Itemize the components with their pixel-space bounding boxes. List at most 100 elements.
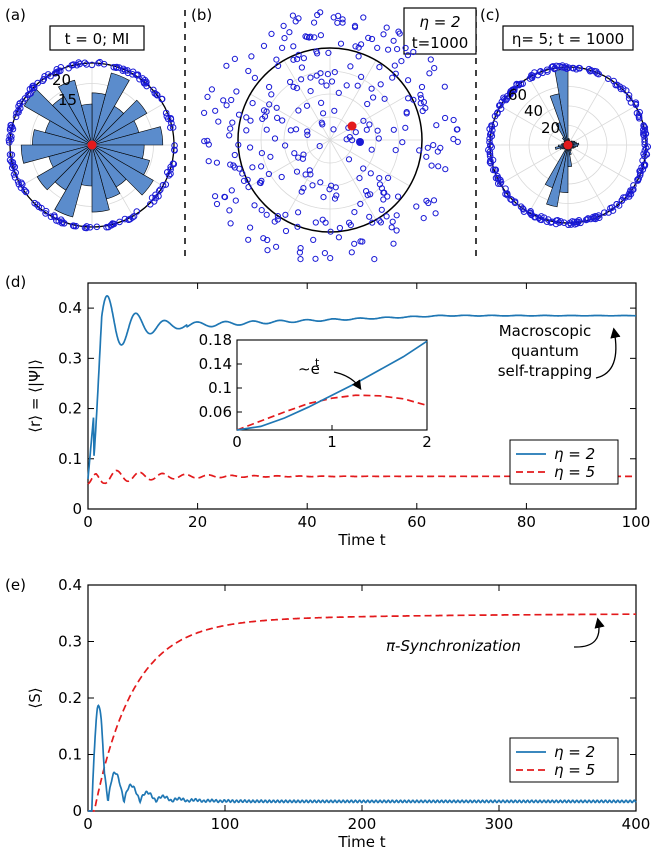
scatter-point (324, 71, 331, 78)
scatter-point (351, 209, 358, 216)
scatter-point (354, 82, 361, 89)
ring-point (151, 90, 159, 97)
scatter-point (267, 153, 274, 160)
scatter-point (273, 104, 280, 111)
scatter-point (239, 170, 246, 177)
scatter-point (393, 227, 400, 234)
ring-point (10, 171, 18, 178)
scatter-point (228, 187, 235, 194)
scatter-point (454, 138, 461, 145)
panel-a-label: (a) (5, 6, 26, 24)
polar-grid-spoke-7 (250, 139, 331, 187)
scatter-point (268, 91, 275, 98)
inset-xtick-label: 0 (232, 433, 242, 451)
scatter-point (282, 142, 289, 149)
ring-point (643, 150, 650, 158)
plot-e-ytick-label: 0.3 (58, 633, 82, 651)
plot-d-xtick-label: 40 (298, 513, 317, 531)
scatter-b (201, 9, 461, 263)
ring-point (494, 175, 502, 182)
scatter-point (384, 193, 391, 200)
panel-b-title-line2: t=1000 (412, 34, 469, 52)
scatter-point (335, 89, 342, 97)
scatter-point (289, 12, 296, 19)
ring-point (9, 125, 17, 133)
scatter-point (363, 188, 370, 195)
ring-point (625, 95, 633, 102)
scatter-point (229, 119, 236, 126)
ring-point (11, 174, 19, 181)
scatter-point (358, 73, 365, 81)
ring-point (500, 94, 507, 102)
scatter-point (293, 126, 300, 133)
scatter-point (205, 158, 212, 165)
scatter-point (385, 174, 392, 181)
ring-point (491, 120, 499, 128)
ring-point (640, 123, 648, 130)
scatter-point (317, 179, 324, 186)
ring-point (604, 75, 612, 82)
polar-grid-spoke-1 (567, 105, 636, 146)
ring-point (155, 187, 163, 195)
panel-b: (b) η = 2 t=1000 (191, 6, 477, 263)
ring-point (158, 95, 166, 103)
scatter-point (247, 144, 254, 151)
ring-point (72, 222, 80, 230)
scatter-point (227, 220, 234, 227)
scatter-point (364, 192, 371, 199)
inset-frame (236, 339, 428, 431)
scatter-point (323, 82, 330, 89)
inset-annotation: ∼e (298, 360, 320, 378)
scatter-point (330, 126, 337, 133)
scatter-point (296, 249, 303, 256)
scatter-point (399, 139, 406, 146)
scatter-point (205, 141, 212, 148)
plot-d-ytick-label: 0.1 (58, 450, 82, 468)
scatter-point (442, 166, 449, 173)
plot-d-annotation-line: quantum (511, 342, 579, 360)
plot-d-xlabel: Time t (337, 531, 385, 549)
scatter-point (331, 195, 339, 202)
ring-point (487, 157, 494, 165)
ring-point (11, 163, 19, 171)
scatter-point (345, 156, 353, 163)
panel-c-tick-20: 20 (541, 119, 560, 137)
polar-histogram-c (485, 62, 652, 229)
ring-point (641, 138, 648, 146)
scatter-point (357, 238, 364, 245)
scatter-point (454, 126, 461, 133)
ring-point (171, 147, 178, 154)
scatter-point (365, 34, 372, 42)
polar-grid-spoke-5 (250, 93, 331, 141)
scatter-point (417, 91, 424, 98)
scatter-point (366, 121, 373, 128)
scatter-point (226, 207, 233, 214)
scatter-point (282, 227, 290, 235)
scatter-point (389, 218, 396, 225)
scatter-point (302, 33, 309, 40)
scatter-point (337, 40, 345, 47)
ring-point (593, 213, 601, 221)
inset-xtick-label: 2 (422, 433, 432, 451)
scatter-point (343, 82, 350, 89)
ring-point (15, 107, 22, 114)
scatter-point (375, 135, 382, 142)
scatter-point (247, 117, 254, 124)
scatter-point (325, 49, 332, 57)
scatter-point (424, 144, 431, 151)
scatter-point (394, 46, 401, 53)
scatter-point (300, 55, 307, 62)
scatter-point (423, 153, 430, 160)
ring-point (489, 127, 496, 134)
ring-point (65, 64, 72, 72)
polar-bar (91, 144, 154, 196)
scatter-point (378, 206, 385, 213)
plot-d-annotation-line: Macroscopic (499, 322, 592, 340)
scatter-point (263, 126, 270, 133)
ring-point (133, 208, 141, 215)
scatter-point (360, 14, 367, 21)
scatter-point (279, 117, 286, 124)
scatter-point (245, 67, 252, 75)
inset-ytick-label: 0.1 (208, 379, 232, 397)
scatter-point (249, 100, 256, 107)
